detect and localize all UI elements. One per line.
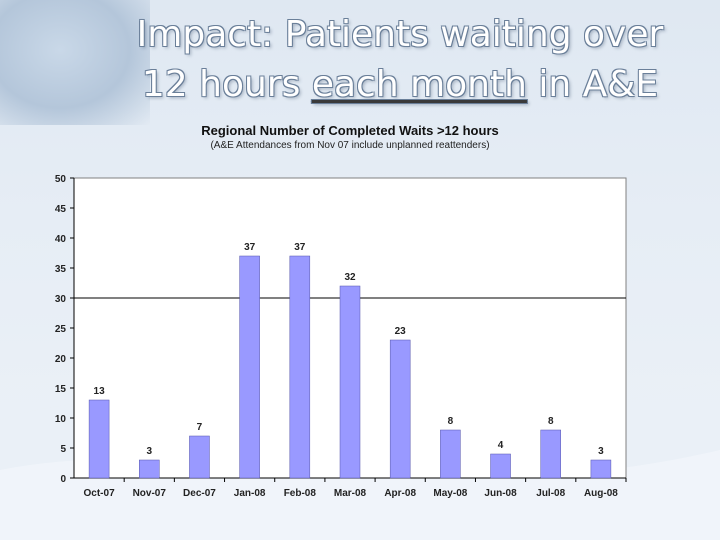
data-label: 13	[94, 386, 106, 397]
data-label: 3	[598, 446, 604, 457]
data-label: 32	[344, 272, 356, 283]
x-tick-label: Dec-07	[183, 488, 216, 499]
slide-title-line2: 12 hours each month in A&E	[110, 60, 690, 110]
x-tick-label: Mar-08	[334, 488, 367, 499]
bar	[88, 399, 110, 479]
x-tick-label: Jan-08	[234, 488, 266, 499]
y-tick-label: 5	[60, 444, 66, 455]
x-tick-label: Feb-08	[284, 488, 317, 499]
x-tick-label: Apr-08	[384, 488, 416, 499]
bar	[339, 285, 361, 479]
y-tick-label: 30	[55, 294, 67, 305]
y-tick-label: 10	[55, 414, 67, 425]
surgeon-photo	[0, 0, 150, 125]
x-tick-label: Jul-08	[536, 488, 565, 499]
bar	[139, 459, 160, 479]
bar	[189, 435, 210, 479]
y-tick-label: 35	[55, 264, 67, 275]
y-tick-label: 50	[55, 174, 67, 185]
bar	[590, 459, 612, 479]
bar	[289, 255, 311, 479]
data-label: 4	[498, 440, 504, 451]
slide-title-line2-post: in A&E	[526, 64, 659, 105]
slide-title: Impact: Patients waiting over 12 hours e…	[110, 10, 690, 110]
data-label: 37	[244, 242, 256, 253]
bar	[440, 429, 461, 479]
chart-title: Regional Number of Completed Waits >12 h…	[201, 123, 499, 138]
y-tick-label: 40	[55, 234, 67, 245]
y-tick-label: 45	[55, 204, 67, 215]
slide-title-underlined: each month	[311, 64, 527, 105]
data-label: 8	[448, 416, 454, 427]
data-label: 37	[294, 242, 306, 253]
y-tick-label: 0	[60, 474, 66, 485]
chart-subtitle: (A&E Attendances from Nov 07 include unp…	[210, 140, 490, 151]
data-label: 3	[146, 446, 152, 457]
bar	[239, 255, 260, 479]
bar	[389, 339, 411, 479]
y-tick-label: 25	[55, 324, 67, 335]
y-tick-label: 20	[55, 354, 67, 365]
bar	[540, 429, 561, 479]
x-tick-label: Oct-07	[84, 488, 116, 499]
x-tick-label: May-08	[433, 488, 467, 499]
x-tick-label: Aug-08	[584, 488, 618, 499]
data-label: 8	[548, 416, 554, 427]
y-tick-label: 15	[55, 384, 67, 395]
slide-title-line2-pre: 12 hours	[141, 64, 312, 105]
bar	[490, 453, 511, 479]
data-label: 23	[395, 326, 407, 337]
x-tick-label: Jun-08	[484, 488, 517, 499]
x-tick-label: Nov-07	[133, 488, 167, 499]
data-label: 7	[197, 422, 203, 433]
slide-title-line1: Impact: Patients waiting over	[136, 14, 664, 55]
